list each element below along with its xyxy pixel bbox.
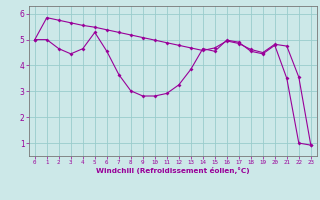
- X-axis label: Windchill (Refroidissement éolien,°C): Windchill (Refroidissement éolien,°C): [96, 167, 250, 174]
